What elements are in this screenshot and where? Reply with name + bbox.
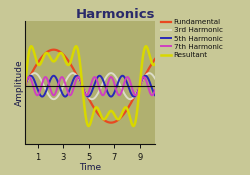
X-axis label: Time: Time: [79, 163, 101, 172]
Text: Harmonics: Harmonics: [76, 8, 155, 21]
Fundamental: [129, 103, 132, 105]
5th Harmonic: [154, 94, 156, 96]
3rd Harmonic: [85, 94, 88, 96]
Line: Resultant: Resultant: [25, 46, 159, 126]
5th Harmonic: [41, 96, 44, 98]
5th Harmonic: [75, 75, 78, 77]
Resultant: [24, 85, 26, 87]
Fundamental: [85, 93, 88, 96]
3rd Harmonic: [30, 73, 33, 75]
7th Harmonic: [85, 94, 88, 96]
Resultant: [30, 46, 33, 48]
5th Harmonic: [24, 85, 26, 87]
Resultant: [144, 45, 148, 47]
Resultant: [88, 123, 92, 125]
3rd Harmonic: [157, 85, 160, 87]
7th Harmonic: [89, 86, 92, 89]
Fundamental: [24, 85, 26, 87]
Resultant: [157, 55, 160, 57]
7th Harmonic: [157, 77, 160, 79]
Fundamental: [110, 122, 112, 124]
Fundamental: [30, 72, 33, 74]
3rd Harmonic: [154, 78, 156, 80]
Fundamental: [157, 54, 160, 56]
Fundamental: [154, 58, 156, 60]
Fundamental: [52, 49, 55, 51]
Legend: Fundamental, 3rd Harmonic, 5th Harmonic, 7th Harmonic, Resultant: Fundamental, 3rd Harmonic, 5th Harmonic,…: [160, 19, 223, 59]
7th Harmonic: [154, 89, 156, 91]
Line: 3rd Harmonic: 3rd Harmonic: [25, 73, 159, 99]
7th Harmonic: [129, 81, 132, 83]
7th Harmonic: [154, 89, 156, 91]
7th Harmonic: [150, 94, 154, 96]
3rd Harmonic: [24, 85, 26, 87]
5th Harmonic: [85, 95, 88, 97]
3rd Harmonic: [52, 98, 55, 100]
3rd Harmonic: [89, 98, 92, 100]
5th Harmonic: [89, 94, 92, 96]
5th Harmonic: [157, 94, 160, 96]
5th Harmonic: [154, 94, 156, 96]
3rd Harmonic: [129, 98, 132, 100]
7th Harmonic: [24, 85, 26, 87]
Line: 7th Harmonic: 7th Harmonic: [25, 77, 159, 95]
Resultant: [154, 63, 156, 65]
Resultant: [154, 63, 156, 65]
7th Harmonic: [30, 80, 33, 83]
5th Harmonic: [30, 75, 33, 77]
Resultant: [132, 125, 135, 127]
7th Harmonic: [44, 76, 47, 78]
Fundamental: [154, 58, 156, 60]
Y-axis label: Amplitude: Amplitude: [14, 59, 24, 106]
Resultant: [85, 120, 88, 122]
Fundamental: [89, 100, 92, 102]
3rd Harmonic: [154, 78, 156, 80]
Line: 5th Harmonic: 5th Harmonic: [25, 76, 159, 97]
3rd Harmonic: [71, 72, 74, 74]
Line: Fundamental: Fundamental: [25, 50, 159, 123]
Resultant: [129, 118, 132, 120]
5th Harmonic: [129, 91, 132, 93]
